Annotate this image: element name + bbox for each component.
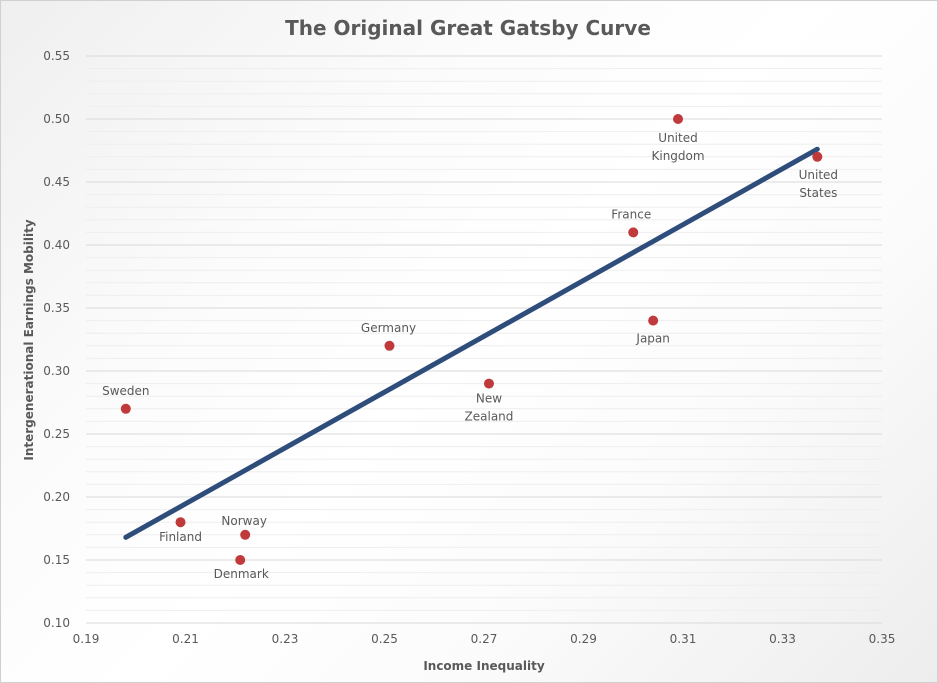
point-label: Finland: [159, 530, 202, 544]
x-tick-label: 0.31: [670, 632, 697, 646]
gridlines: [86, 55, 882, 624]
x-tick-label: 0.21: [172, 632, 199, 646]
point-label: France: [611, 207, 651, 221]
y-tick-label: 0.45: [43, 175, 70, 189]
point-marker: [483, 378, 494, 389]
point-marker: [175, 517, 186, 528]
trendline: [123, 146, 820, 540]
x-tick-label: 0.27: [471, 632, 498, 646]
point-marker: [384, 340, 395, 351]
point-marker: [240, 529, 251, 540]
data-point: Norway: [221, 514, 267, 540]
data-points: Sweden Finland Norway Denmark Germany New Zeal…: [102, 114, 838, 581]
data-point: Germany: [361, 321, 416, 351]
data-point: Japan: [635, 315, 670, 346]
y-tick-label: 0.25: [43, 427, 70, 441]
point-label: Japan: [635, 332, 669, 346]
point-label: Denmark: [214, 567, 269, 581]
data-point: Sweden: [102, 384, 150, 414]
point-label: Zealand: [465, 410, 514, 424]
x-axis-label: Income Inequality: [423, 659, 545, 673]
chart-title: The Original Great Gatsby Curve: [285, 16, 651, 40]
x-tick-label: 0.19: [73, 632, 100, 646]
point-label: New: [476, 392, 502, 406]
y-tick-label: 0.50: [43, 112, 70, 126]
point-label: Norway: [221, 514, 267, 528]
data-point: United States: [799, 151, 838, 200]
y-tick-label: 0.30: [43, 364, 70, 378]
point-marker: [628, 227, 639, 238]
x-tick-label: 0.23: [272, 632, 299, 646]
y-tick-label: 0.15: [43, 553, 70, 567]
point-marker: [648, 315, 659, 326]
y-tick-label: 0.20: [43, 490, 70, 504]
point-label: United: [799, 168, 838, 182]
point-label: United: [658, 131, 697, 145]
x-tick-label: 0.29: [570, 632, 597, 646]
data-point: New Zealand: [465, 378, 514, 424]
data-point: Denmark: [214, 555, 269, 581]
data-point: United Kingdom: [651, 114, 705, 163]
point-label: Kingdom: [651, 149, 704, 163]
x-tick-label: 0.25: [371, 632, 398, 646]
point-marker: [812, 151, 823, 162]
data-point: Finland: [159, 517, 202, 544]
x-axis-ticks: 0.19 0.21 0.23 0.25 0.27 0.29 0.31 0.33 0.35: [73, 632, 896, 646]
x-tick-label: 0.35: [869, 632, 896, 646]
point-label: Sweden: [102, 384, 149, 398]
point-marker: [120, 403, 131, 414]
y-tick-label: 0.10: [43, 616, 70, 630]
y-axis-label: Intergenerational Earnings Mobility: [22, 219, 36, 460]
y-tick-label: 0.40: [43, 238, 70, 252]
y-tick-label: 0.55: [43, 49, 70, 63]
y-tick-label: 0.35: [43, 301, 70, 315]
data-point: France: [611, 207, 651, 238]
point-label: States: [799, 186, 837, 200]
point-marker: [235, 555, 246, 565]
point-label: Germany: [361, 321, 416, 335]
point-marker: [673, 114, 684, 124]
y-axis-ticks: 0.10 0.15 0.20 0.25 0.30 0.35 0.40 0.45 0.50 0.55: [43, 49, 70, 630]
x-tick-label: 0.33: [769, 632, 796, 646]
trendline-path: [123, 146, 820, 540]
